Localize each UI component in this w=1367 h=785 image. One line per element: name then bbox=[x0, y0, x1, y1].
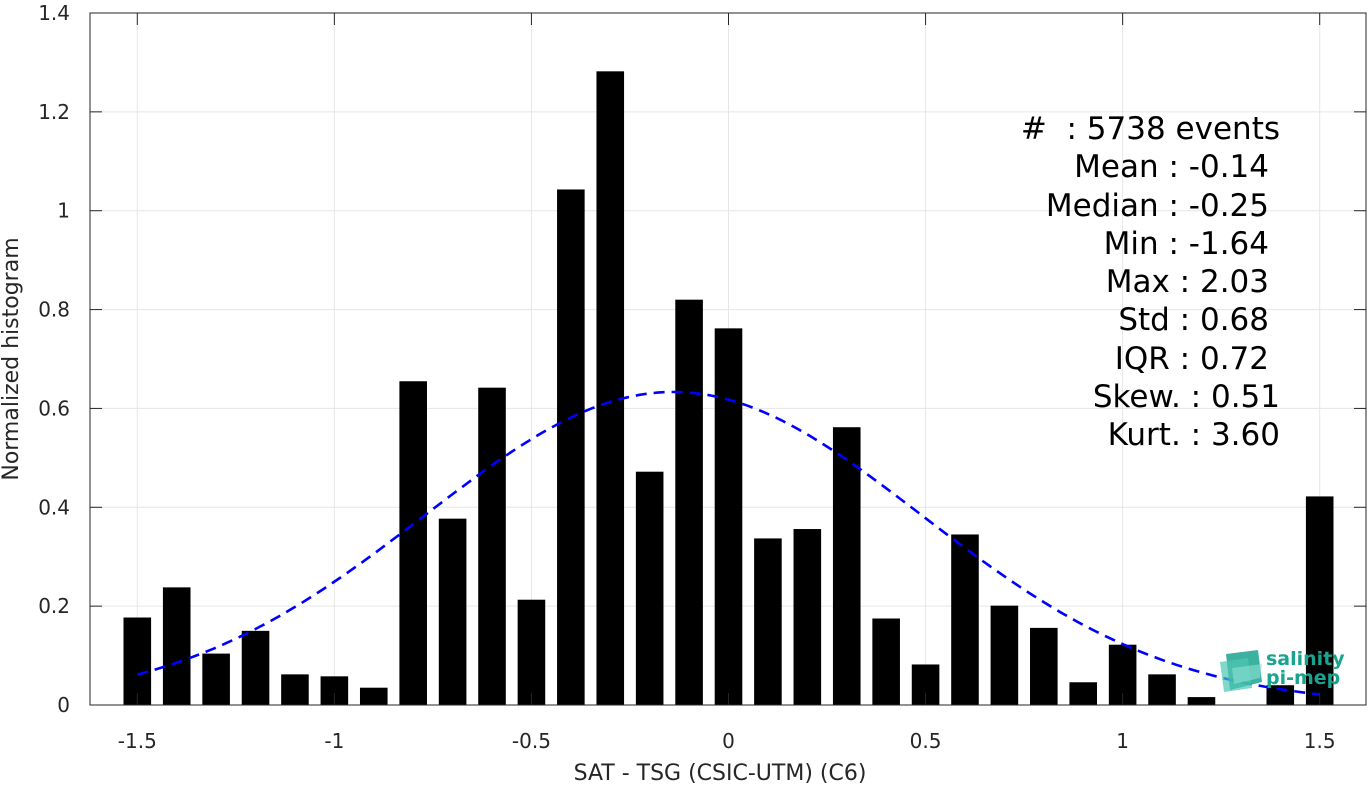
y-tick-label: 0 bbox=[57, 693, 70, 717]
histogram-bar bbox=[123, 617, 152, 705]
stat-min: Min : -1.64 bbox=[1103, 225, 1269, 262]
histogram-bar bbox=[754, 538, 782, 705]
y-tick-labels: 0 0.2 0.4 0.6 0.8 1 1.2 1.4 bbox=[38, 1, 70, 717]
stat-mean: Mean : -0.14 bbox=[1074, 149, 1269, 186]
x-tick-label: -1 bbox=[324, 729, 344, 753]
y-tick-label: 1 bbox=[57, 199, 70, 223]
histogram-bar bbox=[1030, 627, 1058, 705]
histogram-bar bbox=[241, 630, 270, 705]
stat-kurt: Kurt. : 3.60 bbox=[1107, 417, 1280, 454]
salinity-pimep-logo: salinity pi-mep bbox=[1218, 648, 1348, 694]
histogram-bar bbox=[162, 587, 191, 705]
y-tick-label: 0.8 bbox=[38, 298, 70, 322]
histogram-bar bbox=[359, 687, 388, 705]
stat-median: Median : -0.25 bbox=[1045, 187, 1269, 224]
stat-iqr: IQR : 0.72 bbox=[1114, 340, 1269, 377]
histogram-bar bbox=[557, 189, 585, 705]
statistics-box: # : 5738 events Mean : -0.14 Median : -0… bbox=[980, 110, 1280, 455]
x-tick-label: -1.5 bbox=[118, 729, 157, 753]
histogram-bar bbox=[1069, 682, 1098, 705]
logo-line2: pi-mep bbox=[1266, 667, 1341, 689]
axis-tick-marks bbox=[90, 12, 1366, 706]
stat-max: Max : 2.03 bbox=[1105, 264, 1269, 301]
histogram-bar bbox=[399, 381, 427, 705]
histogram-bar bbox=[675, 299, 703, 705]
y-axis-label: Normalized histogram bbox=[0, 237, 24, 480]
x-tick-label: 1 bbox=[1116, 729, 1129, 753]
histogram-bar bbox=[872, 618, 900, 705]
histogram-bars bbox=[123, 71, 1334, 706]
histogram-bar bbox=[1305, 496, 1334, 705]
y-tick-label: 1.2 bbox=[38, 100, 70, 124]
x-tick-label: -0.5 bbox=[512, 729, 551, 753]
histogram-bar bbox=[990, 605, 1019, 705]
y-tick-label: 0.2 bbox=[38, 594, 70, 618]
histogram-bar bbox=[832, 427, 861, 705]
histogram-bar bbox=[1148, 674, 1176, 705]
histogram-bar bbox=[714, 328, 743, 705]
x-tick-label: 0.5 bbox=[910, 729, 942, 753]
y-tick-label: 0.6 bbox=[38, 396, 70, 420]
logo-line1: salinity bbox=[1266, 648, 1345, 670]
x-tick-label: 0 bbox=[722, 729, 735, 753]
x-tick-labels: -1.5 -1 -0.5 0 0.5 1 1.5 bbox=[118, 729, 1336, 753]
grid-lines bbox=[90, 12, 1367, 706]
histogram-bar bbox=[951, 534, 979, 705]
histogram-bar bbox=[596, 71, 625, 706]
histogram-bar bbox=[517, 599, 546, 705]
logo-emblem-icon bbox=[1220, 650, 1262, 692]
x-tick-label: 1.5 bbox=[1304, 729, 1336, 753]
histogram-bar bbox=[438, 518, 467, 705]
histogram-bar bbox=[202, 653, 230, 705]
x-axis-label: SAT - TSG (CSIC-UTM) (C6) bbox=[574, 761, 867, 785]
stat-skew: Skew. : 0.51 bbox=[1092, 379, 1280, 416]
y-tick-label: 1.4 bbox=[38, 1, 70, 25]
normal-fit-curve bbox=[136, 390, 1320, 696]
histogram-bar bbox=[635, 471, 664, 705]
histogram-bar bbox=[1187, 697, 1216, 705]
histogram-bar bbox=[478, 387, 506, 705]
stat-std: Std : 0.68 bbox=[1118, 302, 1269, 339]
stat-events: # : 5738 events bbox=[1020, 111, 1280, 147]
y-tick-label: 0.4 bbox=[38, 495, 70, 519]
histogram-bar bbox=[793, 529, 822, 705]
histogram-bar bbox=[281, 674, 309, 705]
